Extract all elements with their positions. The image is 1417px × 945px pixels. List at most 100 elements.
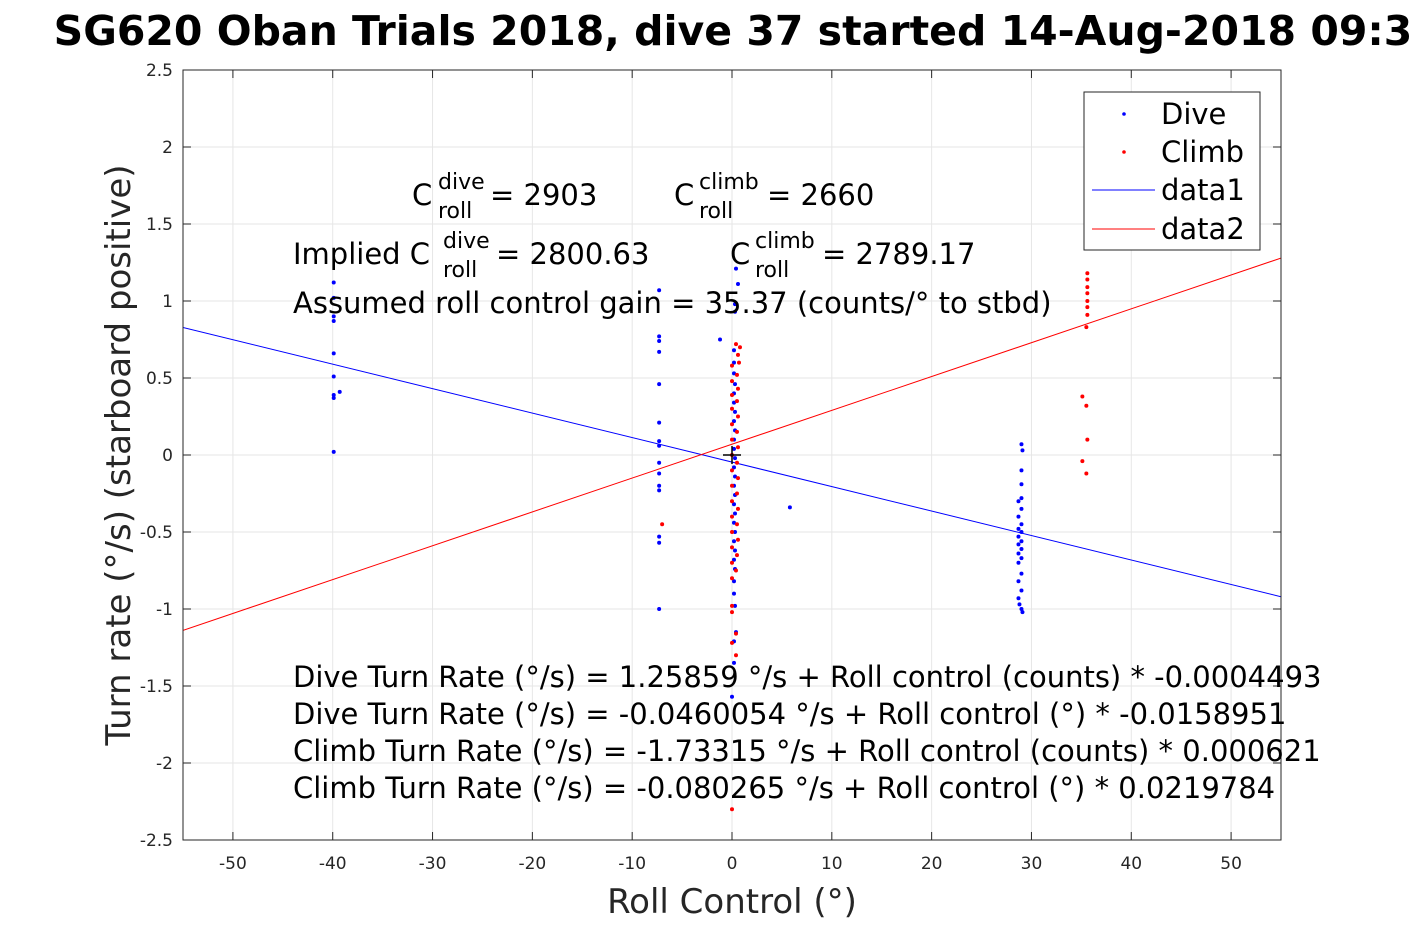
- x-tick-label: -40: [319, 854, 347, 874]
- point-dive: [331, 392, 336, 397]
- point-dive: [657, 288, 662, 293]
- implied-climb-subscript: roll: [755, 258, 789, 283]
- point-dive: [657, 420, 662, 425]
- point-dive: [732, 474, 737, 479]
- point-climb: [730, 545, 734, 550]
- point-dive: [1019, 506, 1024, 511]
- point-dive: [731, 539, 736, 544]
- point-dive: [331, 280, 336, 285]
- point-climb: [733, 653, 738, 658]
- annotation-c-climb: C climb roll = 2660: [674, 162, 874, 225]
- point-climb: [730, 468, 734, 473]
- point-dive: [731, 557, 736, 562]
- c-climb-label: C: [674, 178, 694, 212]
- point-climb: [734, 429, 739, 434]
- point-climb: [735, 352, 740, 357]
- point-dive: [1019, 442, 1024, 447]
- point-dive: [731, 371, 736, 376]
- c-dive-superscript: dive: [438, 170, 485, 195]
- point-dive: [731, 591, 736, 596]
- point-dive: [735, 282, 740, 287]
- fit-line-data2: [183, 257, 1281, 631]
- point-climb: [1085, 299, 1090, 303]
- point-climb: [1084, 471, 1089, 476]
- scatter-points: [331, 266, 1090, 812]
- point-climb: [734, 399, 739, 404]
- point-climb: [730, 499, 734, 504]
- legend-label-dive: Dive: [1161, 97, 1226, 131]
- annotation-gain: Assumed roll control gain = 35.37 (count…: [293, 286, 1052, 320]
- point-climb: [733, 568, 738, 573]
- point-climb: [735, 476, 740, 481]
- point-climb: [730, 530, 734, 534]
- point-dive: [1016, 560, 1021, 565]
- point-dive: [1019, 468, 1024, 473]
- y-tick-label: 2: [162, 138, 173, 158]
- point-climb: [735, 506, 740, 511]
- point-dive: [731, 360, 736, 365]
- x-axis-label: Roll Control (°): [607, 882, 857, 922]
- c-dive-label: C: [412, 178, 432, 212]
- point-climb: [730, 483, 734, 488]
- point-dive: [732, 548, 737, 553]
- point-dive: [657, 607, 662, 611]
- point-dive: [1020, 610, 1025, 615]
- implied-prefix: Implied C: [293, 237, 430, 271]
- point-climb: [734, 522, 739, 527]
- point-dive: [732, 456, 737, 461]
- point-dive: [732, 302, 737, 307]
- point-dive: [657, 439, 662, 444]
- point-dive: [1016, 514, 1021, 519]
- legend-label-data2: data2: [1161, 212, 1245, 246]
- implied-climb-superscript: climb: [755, 229, 815, 254]
- point-dive: [657, 382, 662, 387]
- y-tick-label: 2.5: [146, 61, 173, 81]
- x-tick-label: -30: [419, 854, 447, 874]
- c-climb-superscript: climb: [699, 170, 759, 195]
- point-dive: [732, 511, 737, 516]
- equation-climb-counts: Climb Turn Rate (°/s) = -1.73315 °/s + R…: [293, 734, 1321, 768]
- x-tick-label: -50: [219, 854, 247, 874]
- point-dive: [731, 520, 736, 525]
- point-dive: [331, 314, 336, 319]
- point-climb: [735, 414, 740, 419]
- point-dive: [1016, 499, 1021, 504]
- c-dive-subscript: roll: [438, 199, 472, 224]
- point-dive: [1019, 607, 1024, 611]
- point-dive: [1019, 571, 1024, 576]
- point-dive: [331, 319, 336, 324]
- point-climb: [735, 445, 740, 450]
- equation-dive-degrees: Dive Turn Rate (°/s) = -0.0460054 °/s + …: [293, 697, 1286, 731]
- point-climb: [660, 522, 665, 527]
- point-dive: [732, 382, 737, 387]
- point-climb: [1085, 271, 1090, 276]
- equation-dive-counts: Dive Turn Rate (°/s) = 1.25859 °/s + Rol…: [293, 660, 1321, 694]
- point-climb: [730, 576, 734, 581]
- point-dive: [731, 660, 736, 665]
- y-tick-label: 0: [162, 446, 173, 466]
- x-tick-label: -20: [518, 854, 546, 874]
- point-dive: [1019, 539, 1024, 544]
- x-tick-label: 40: [1120, 854, 1142, 874]
- point-climb: [735, 537, 740, 542]
- y-tick-label: -1.5: [140, 677, 173, 697]
- point-climb: [1085, 291, 1090, 296]
- point-dive: [731, 502, 736, 507]
- implied-climb-value: = 2789.17: [822, 237, 975, 271]
- point-climb: [733, 631, 738, 636]
- point-dive: [1019, 556, 1024, 561]
- point-climb: [1085, 312, 1090, 317]
- point-climb: [730, 514, 734, 519]
- point-dive: [787, 505, 792, 510]
- point-dive: [1019, 546, 1024, 551]
- point-dive: [1019, 522, 1024, 527]
- point-dive: [733, 266, 738, 271]
- point-dive: [1016, 542, 1021, 547]
- point-climb: [735, 386, 740, 391]
- point-dive: [1019, 482, 1024, 487]
- point-climb: [1085, 277, 1090, 282]
- point-dive: [657, 540, 662, 545]
- point-dive: [657, 339, 662, 344]
- point-dive: [657, 483, 662, 488]
- point-climb: [730, 363, 734, 368]
